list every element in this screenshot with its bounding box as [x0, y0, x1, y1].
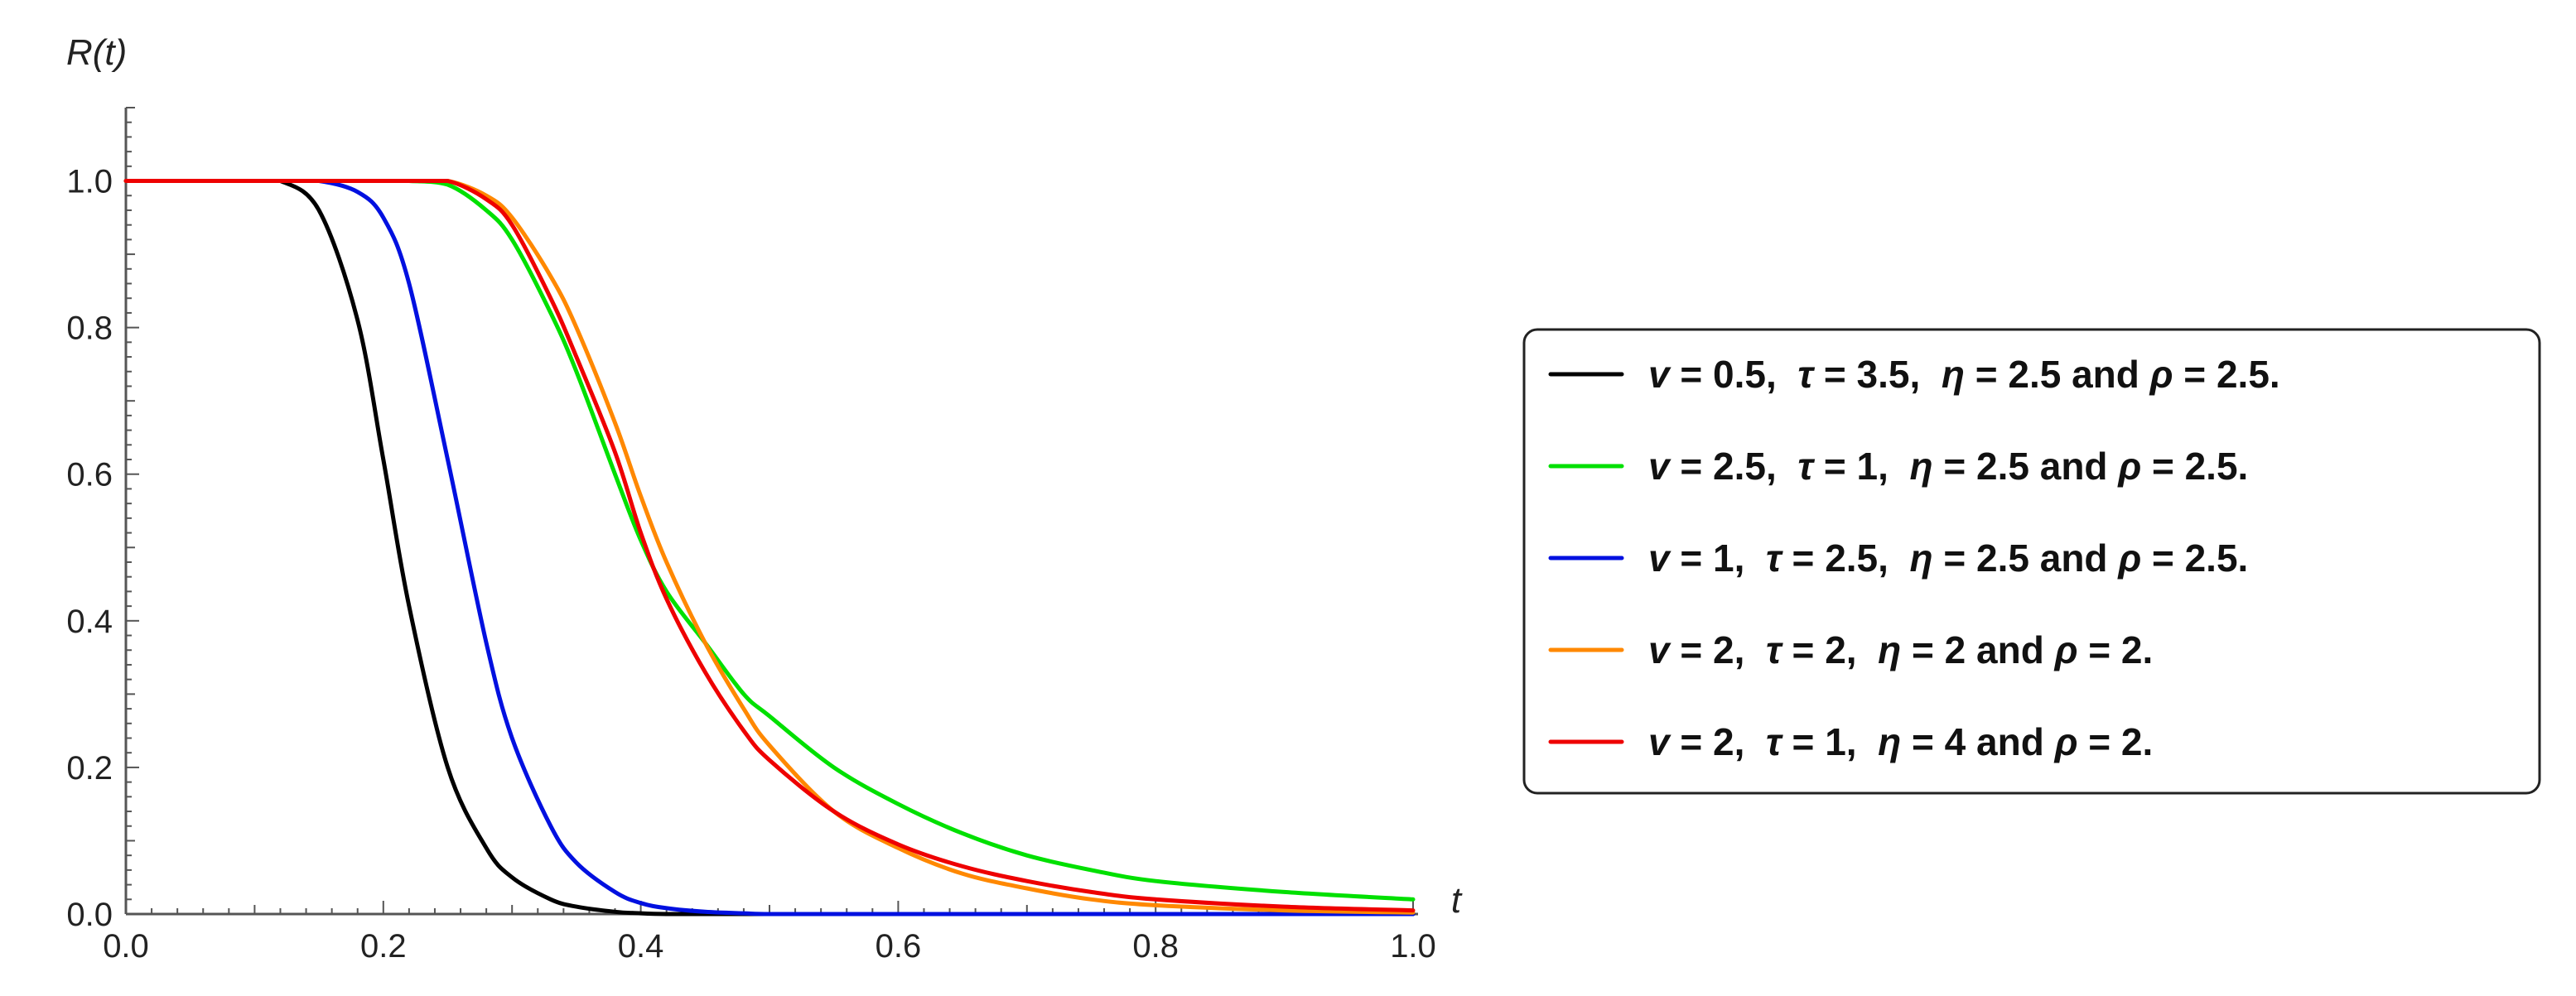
y-axis-label: R(t): [66, 32, 127, 73]
plot-lines: [123, 178, 1416, 917]
axes: 0.0 0.2 0.4 0.6 0.8 1.0 0.0 0.2 0.4 0.6 0.8 1.0 t R(t…: [66, 32, 1463, 965]
legend-label: v = 2, τ = 1, η = 4 and ρ = 2.: [1648, 720, 2153, 763]
series-line-4: [123, 178, 1416, 915]
x-tick-label: 1.0: [1390, 928, 1436, 965]
x-tick-label: 0.0: [103, 928, 149, 965]
legend-label: v = 2.5, τ = 1, η = 2.5 and ρ = 2.5.: [1648, 445, 2248, 488]
legend-label: v = 0.5, τ = 3.5, η = 2.5 and ρ = 2.5.: [1648, 353, 2280, 396]
series-line-1: [123, 178, 1416, 917]
y-tick-label: 0.8: [66, 310, 113, 347]
legend-box: [1522, 328, 2541, 795]
legend: v = 0.5, τ = 3.5, η = 2.5 and ρ = 2.5. v …: [1522, 328, 2541, 795]
x-tick-label: 0.8: [1132, 928, 1179, 965]
x-axis-label: t: [1451, 880, 1463, 921]
y-tick-label: 0.6: [66, 457, 113, 493]
legend-label: v = 1, τ = 2.5, η = 2.5 and ρ = 2.5.: [1648, 536, 2248, 580]
x-tick-label: 0.4: [618, 928, 664, 965]
series-line-2: [123, 178, 1416, 902]
x-tick-label: 0.6: [876, 928, 922, 965]
y-tick-label: 1.0: [66, 164, 113, 200]
x-tick-label: 0.2: [360, 928, 407, 965]
series-line-5: [123, 178, 1416, 913]
y-tick-label: 0.2: [66, 750, 113, 787]
y-tick-label: 0.0: [66, 897, 113, 933]
y-tick-label: 0.4: [66, 604, 113, 640]
legend-label: v = 2, τ = 2, η = 2 and ρ = 2.: [1648, 628, 2153, 671]
series-line-3: [123, 178, 1416, 917]
